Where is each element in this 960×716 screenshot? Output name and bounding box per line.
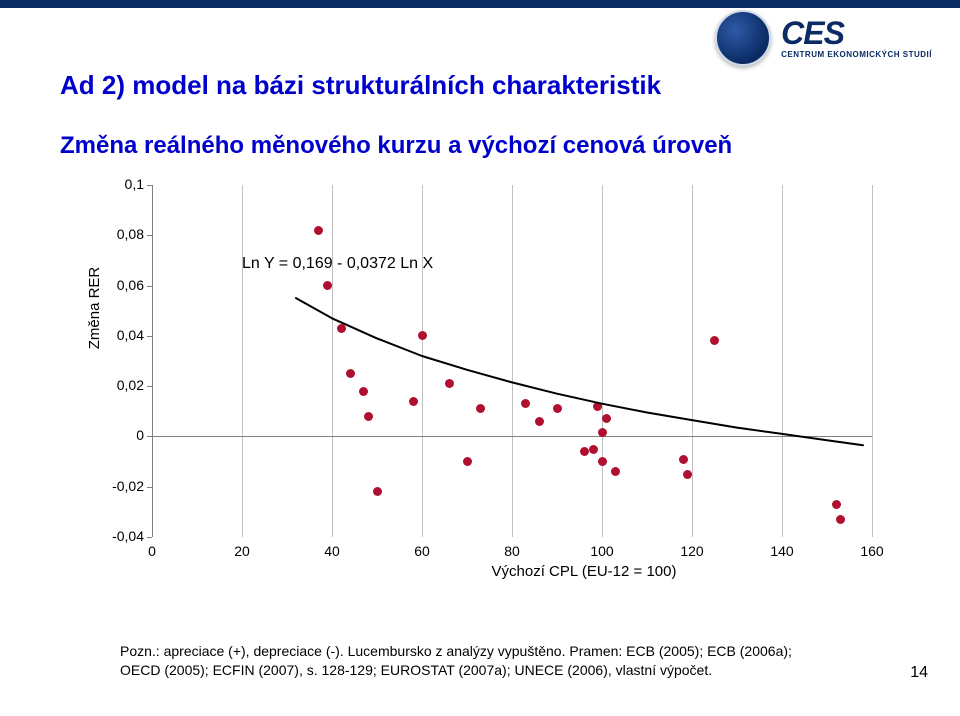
y-tick-label: 0,1 <box>125 176 144 192</box>
page-number: 14 <box>910 664 928 682</box>
logo-tagline: CENTRUM EKONOMICKÝCH STUDIÍ <box>781 51 932 59</box>
fit-curve <box>152 185 872 537</box>
logo-acronym: CES <box>781 17 932 49</box>
x-tick-label: 80 <box>500 543 524 559</box>
y-tick-label: 0,04 <box>117 327 144 343</box>
x-tick-label: 140 <box>770 543 794 559</box>
x-tick-label: 60 <box>410 543 434 559</box>
y-tick-label: 0,08 <box>117 226 144 242</box>
x-axis-label: Výchozí CPL (EU-12 = 100) <box>440 563 728 580</box>
page-subtitle: Změna reálného měnového kurzu a výchozí … <box>60 132 732 160</box>
page-title: Ad 2) model na bázi strukturálních chara… <box>60 70 661 101</box>
footnote: Pozn.: apreciace (+), depreciace (-). Lu… <box>120 642 792 680</box>
x-tick-label: 100 <box>590 543 614 559</box>
x-tick-label: 20 <box>230 543 254 559</box>
y-tick-label: 0,06 <box>117 277 144 293</box>
x-tick-label: 40 <box>320 543 344 559</box>
x-tick-label: 160 <box>860 543 884 559</box>
footnote-line2: OECD (2005); ECFIN (2007), s. 128-129; E… <box>120 662 712 678</box>
y-tick <box>147 537 152 538</box>
brand-logo: CES CENTRUM EKONOMICKÝCH STUDIÍ <box>715 10 932 66</box>
chart: Změna RER Výchozí CPL (EU-12 = 100) Ln Y… <box>80 175 880 595</box>
y-tick-label: -0,04 <box>112 528 144 544</box>
y-tick-label: 0 <box>136 427 144 443</box>
x-tick-label: 120 <box>680 543 704 559</box>
grid-line <box>872 185 873 537</box>
x-tick-label: 0 <box>140 543 164 559</box>
accent-bar <box>0 0 960 8</box>
y-tick-label: 0,02 <box>117 377 144 393</box>
y-axis-label: Změna RER <box>86 220 103 396</box>
equation-label: Ln Y = 0,169 - 0,0372 Ln X <box>242 255 433 273</box>
plot-area <box>152 185 872 537</box>
footnote-line1: Pozn.: apreciace (+), depreciace (-). Lu… <box>120 643 792 659</box>
y-tick-label: -0,02 <box>112 478 144 494</box>
logo-disc-icon <box>715 10 771 66</box>
